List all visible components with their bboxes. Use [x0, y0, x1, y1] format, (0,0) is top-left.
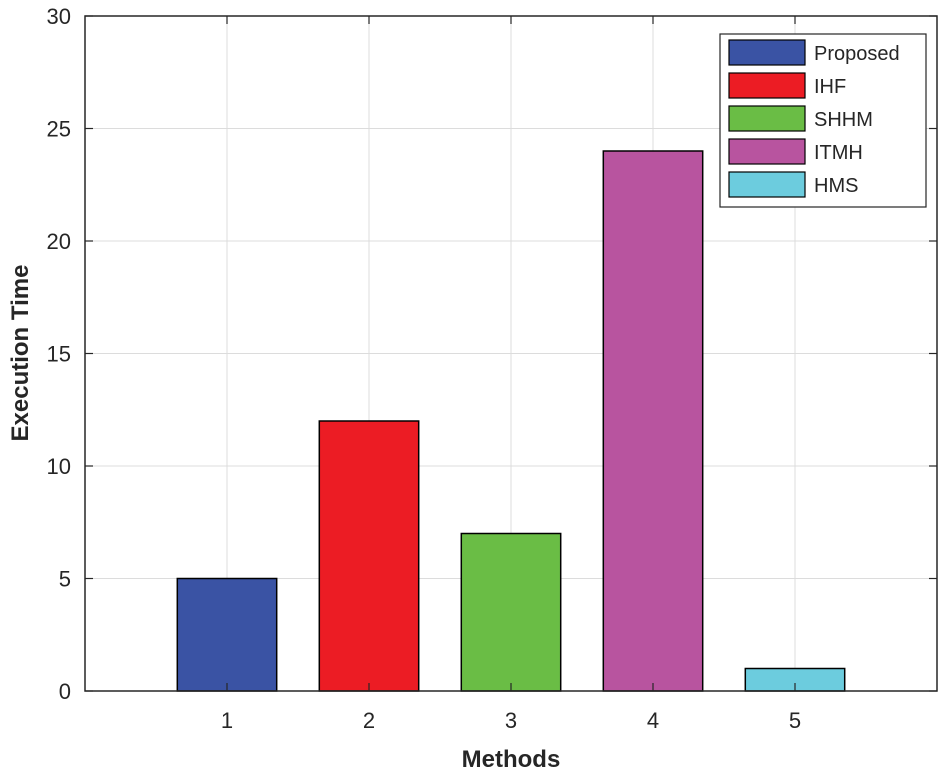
legend-label-itmh: ITMH [814, 142, 863, 164]
y-tick-label: 15 [47, 342, 71, 367]
y-tick-label: 5 [59, 567, 71, 592]
legend-label-proposed: Proposed [814, 43, 900, 65]
x-tick-label: 2 [363, 708, 375, 733]
x-tick-label: 5 [789, 708, 801, 733]
legend-swatch-hms [728, 171, 806, 198]
x-tick-label: 3 [505, 708, 517, 733]
y-axis-title: Execution Time [7, 265, 34, 442]
y-tick-label: 10 [47, 454, 71, 479]
bar-itmh [602, 150, 704, 692]
y-tick-label: 25 [47, 117, 71, 142]
legend-label-ihf: IHF [814, 76, 846, 98]
legend-swatch-proposed [728, 39, 806, 66]
y-tick-label: 30 [47, 4, 71, 29]
bars-group [176, 150, 846, 692]
legend-swatch-ihf [728, 72, 806, 99]
bar-proposed [176, 577, 278, 692]
y-tick-label: 0 [59, 679, 71, 704]
legend-label-hms: HMS [814, 175, 858, 197]
legend: Proposed IHF SHHM ITMH HMS [719, 33, 927, 208]
bar-shhm [460, 532, 562, 692]
y-tick-label: 20 [47, 229, 71, 254]
axis-ticks [85, 15, 937, 692]
x-tick-labels: 1 2 3 4 5 [221, 708, 801, 733]
legend-swatch-itmh [728, 138, 806, 165]
y-tick-labels: 0 5 10 15 20 25 30 [47, 4, 71, 704]
x-tick-label: 4 [647, 708, 659, 733]
bar-ihf [318, 420, 420, 692]
legend-label-shhm: SHHM [814, 109, 873, 131]
x-axis-title: Methods [462, 746, 561, 773]
x-tick-label: 1 [221, 708, 233, 733]
legend-swatch-shhm [728, 105, 806, 132]
